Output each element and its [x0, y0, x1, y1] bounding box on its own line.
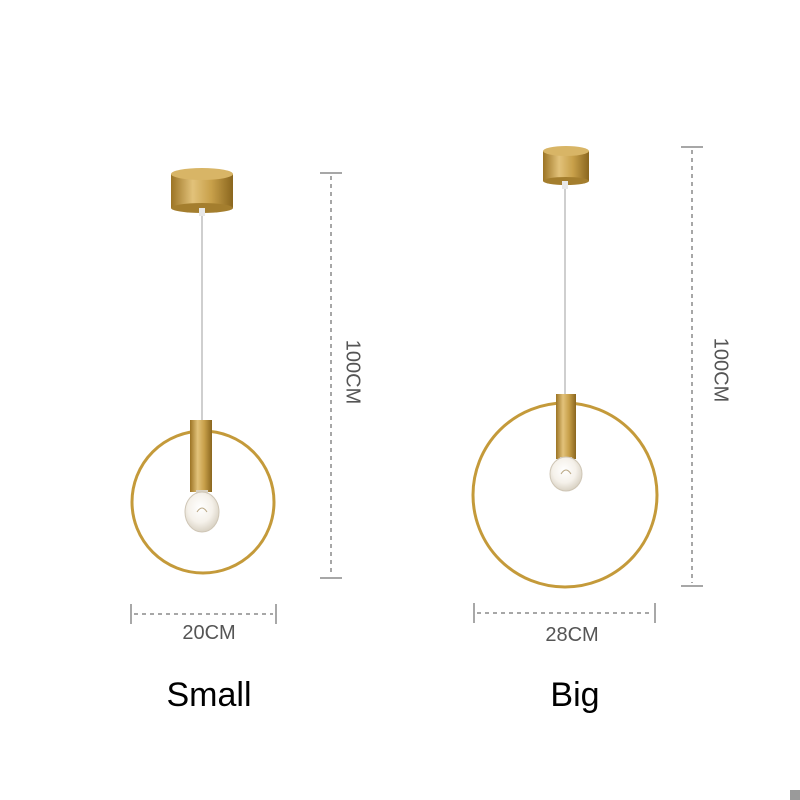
small-size-title: Small [166, 676, 252, 714]
big-socket [556, 394, 576, 459]
small-height-label: 100CM [341, 339, 364, 405]
small-width-dimension [130, 604, 277, 624]
big-size-title: Big [550, 676, 600, 714]
small-height-dimension [320, 172, 342, 579]
big-width-label: 28CM [545, 624, 599, 646]
small-canopy [171, 168, 233, 213]
big-height-label: 100CM [709, 337, 732, 403]
corner-mark [790, 790, 800, 800]
big-bulb [549, 456, 583, 492]
small-lamp [130, 168, 276, 575]
big-width-dimension [473, 603, 656, 623]
big-height-dimension [681, 146, 703, 587]
big-lamp [471, 146, 659, 589]
small-width-label: 20CM [182, 622, 236, 644]
small-bulb [184, 490, 220, 533]
big-canopy [543, 146, 589, 185]
small-socket [190, 420, 212, 492]
